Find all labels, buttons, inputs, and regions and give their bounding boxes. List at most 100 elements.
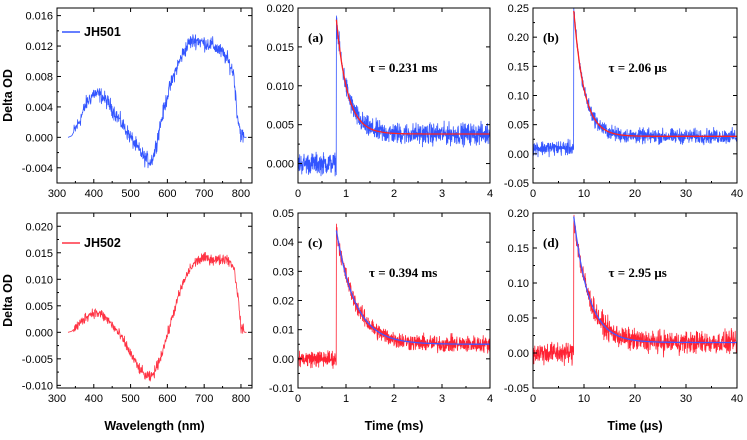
panel-c-series-fit bbox=[335, 230, 490, 345]
jh502-spectrum-xtick-label: 800 bbox=[232, 393, 250, 405]
panel-b-plot-area bbox=[533, 8, 737, 158]
panel-c-ytick-label: 0.03 bbox=[273, 266, 294, 278]
panel-b-ytick-label: 0.20 bbox=[508, 32, 529, 44]
jh502-spectrum-xtick-label: 500 bbox=[121, 393, 139, 405]
panel-d-xtick-label: 10 bbox=[578, 393, 590, 405]
panel-b-chart: 0 10 20 30 40 -0.05 0.00 0.05 0.10 0.15 0.20 0.25 (b… bbox=[504, 3, 743, 200]
jh501-spectrum-xtick-label: 500 bbox=[121, 188, 139, 200]
panel-a-xtick-label: 2 bbox=[391, 188, 397, 200]
panel-c-xtick-label: 0 bbox=[295, 393, 301, 405]
panel-d-ytick-label: -0.05 bbox=[504, 383, 529, 395]
panel-c-xtick-label: 2 bbox=[391, 393, 397, 405]
jh501-spectrum-ytick-label: 0.008 bbox=[25, 71, 53, 83]
panel-a-ytick-label: 0.000 bbox=[266, 159, 294, 171]
panel-d-panel-label: (d) bbox=[543, 235, 559, 250]
panel-b-frame bbox=[532, 7, 738, 184]
jh501-spectrum-ytick-label: 0.004 bbox=[25, 102, 53, 114]
jh501-spectrum-ytick-label: -0.004 bbox=[22, 163, 53, 175]
panel-d-ytick-label: 0.05 bbox=[508, 313, 529, 325]
panel-a-xtick-label: 3 bbox=[439, 188, 445, 200]
panel-c-xlabel: Time (ms) bbox=[365, 419, 424, 433]
jh502-spectrum-chart: 300 400 500 600 700 800 -0.010 -0.005 0.000 0.005… bbox=[1, 212, 253, 433]
panel-b-ytick-label: 0.00 bbox=[508, 149, 529, 161]
panel-b-panel-label: (b) bbox=[543, 30, 559, 45]
panel-c-xtick-label: 1 bbox=[343, 393, 349, 405]
panel-b-ytick-label: 0.25 bbox=[508, 3, 529, 15]
panel-d-ytick-label: 0.00 bbox=[508, 348, 529, 360]
jh501-spectrum-ytick-label: 0.000 bbox=[25, 132, 53, 144]
jh502-spectrum-ytick-label: -0.010 bbox=[22, 380, 53, 392]
jh502-spectrum-series-jh502 bbox=[67, 252, 247, 382]
panel-b-xtick-label: 40 bbox=[731, 188, 743, 200]
panel-b-xtick-label: 0 bbox=[530, 188, 536, 200]
jh502-spectrum-plot-area bbox=[67, 252, 247, 382]
panel-b-tau-annotation: τ = 2.06 μs bbox=[608, 60, 666, 75]
panel-a-ytick-label: 0.005 bbox=[266, 120, 294, 132]
panel-d-ytick-label: 0.15 bbox=[508, 243, 529, 255]
panel-c-series-data bbox=[298, 223, 490, 369]
jh501-spectrum-xtick-label: 700 bbox=[195, 188, 213, 200]
panel-b-ytick-label: -0.05 bbox=[504, 178, 529, 190]
jh501-spectrum-plot-area bbox=[67, 34, 247, 169]
panel-d-plot-area bbox=[533, 214, 737, 366]
panel-b-xtick-label: 10 bbox=[578, 188, 590, 200]
panel-d-series-fit bbox=[573, 216, 737, 344]
jh501-spectrum-xtick-label: 300 bbox=[48, 188, 66, 200]
jh502-spectrum-frame bbox=[56, 212, 253, 389]
panel-a-xtick-label: 0 bbox=[295, 188, 301, 200]
panel-c-xtick-label: 4 bbox=[487, 393, 493, 405]
panel-c-ytick-label: 0.05 bbox=[273, 208, 294, 220]
panel-b-ytick-label: 0.10 bbox=[508, 91, 529, 103]
panel-a-panel-label: (a) bbox=[308, 30, 323, 45]
panel-a-series-data bbox=[298, 15, 490, 177]
panel-c-ytick-label: 0.00 bbox=[273, 354, 294, 366]
panel-d-ytick-label: 0.20 bbox=[508, 208, 529, 220]
panel-a-ytick-label: 0.010 bbox=[266, 81, 294, 93]
panel-c-panel-label: (c) bbox=[308, 235, 322, 250]
panel-a-ytick-label: 0.015 bbox=[266, 42, 294, 54]
jh501-spectrum-xtick-label: 400 bbox=[85, 188, 103, 200]
panel-c-ytick-label: 0.01 bbox=[273, 325, 294, 337]
jh502-spectrum-ytick-label: 0.005 bbox=[25, 301, 53, 313]
panel-d-xtick-label: 40 bbox=[731, 393, 743, 405]
panel-a-ytick-label: 0.020 bbox=[266, 3, 294, 15]
jh501-spectrum-ylabel: Delta OD bbox=[1, 69, 15, 122]
panel-a-xtick-label: 1 bbox=[343, 188, 349, 200]
panel-b-ytick-label: 0.05 bbox=[508, 120, 529, 132]
panel-a-series-fit bbox=[335, 19, 490, 135]
jh501-spectrum-ytick-label: 0.012 bbox=[25, 41, 53, 53]
panel-c-chart: 0 1 2 3 4 -0.01 0.00 0.01 0.02 0.03 0.04 0.05 Time (… bbox=[269, 208, 493, 433]
panel-c-xtick-label: 3 bbox=[439, 393, 445, 405]
jh502-spectrum-ytick-label: -0.005 bbox=[22, 354, 53, 366]
jh502-spectrum-xtick-label: 400 bbox=[85, 393, 103, 405]
panel-c-ytick-label: -0.01 bbox=[269, 383, 294, 395]
panel-d-ytick-label: 0.10 bbox=[508, 278, 529, 290]
jh502-spectrum-ytick-label: 0.010 bbox=[25, 274, 53, 286]
jh501-spectrum-legend-label: JH501 bbox=[84, 25, 121, 39]
panel-b-series-fit bbox=[573, 10, 737, 137]
panel-b-ytick-label: 0.15 bbox=[508, 61, 529, 73]
jh502-spectrum-ytick-label: 0.000 bbox=[25, 327, 53, 339]
panel-d-xtick-label: 20 bbox=[629, 393, 641, 405]
panel-c-plot-area bbox=[298, 223, 490, 369]
panel-c-ytick-label: 0.02 bbox=[273, 296, 294, 308]
panel-d-frame bbox=[532, 212, 738, 389]
panel-d-tau-annotation: τ = 2.95 μs bbox=[608, 265, 666, 280]
jh501-spectrum-xtick-label: 800 bbox=[232, 188, 250, 200]
panel-b-xtick-label: 20 bbox=[629, 188, 641, 200]
panel-d-xtick-label: 0 bbox=[530, 393, 536, 405]
panel-a-frame bbox=[297, 7, 491, 184]
panel-d-xtick-label: 30 bbox=[680, 393, 692, 405]
jh502-spectrum-xlabel: Wavelength (nm) bbox=[104, 419, 204, 433]
jh501-spectrum-xtick-label: 600 bbox=[158, 188, 176, 200]
jh501-spectrum-ytick-label: 0.016 bbox=[25, 11, 53, 23]
panel-d-chart: 0 10 20 30 40 -0.05 0.00 0.05 0.10 0.15 0.20 Time (… bbox=[504, 208, 743, 433]
panel-c-tau-annotation: τ = 0.394 ms bbox=[369, 265, 437, 280]
jh502-spectrum-legend-label: JH502 bbox=[84, 236, 121, 250]
jh502-spectrum-ytick-label: 0.015 bbox=[25, 248, 53, 260]
panel-c-ytick-label: 0.04 bbox=[273, 237, 294, 249]
jh501-spectrum-frame bbox=[56, 7, 253, 184]
jh502-spectrum-xtick-label: 600 bbox=[158, 393, 176, 405]
